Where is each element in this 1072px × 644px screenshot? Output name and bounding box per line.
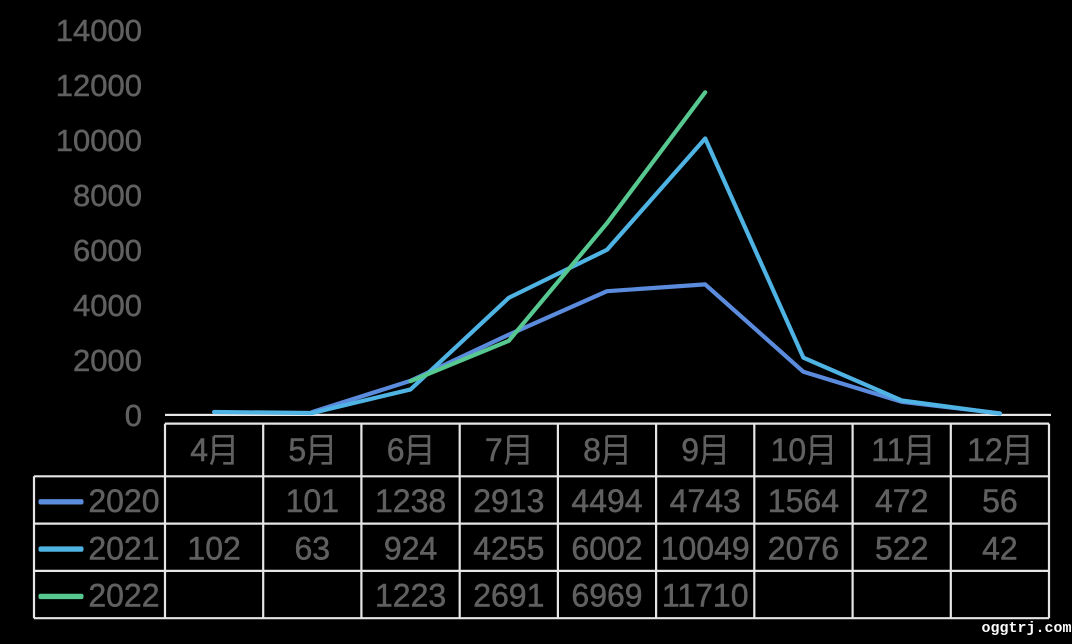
svg-text:10000: 10000 <box>56 123 142 158</box>
svg-text:102: 102 <box>187 530 240 566</box>
svg-text:924: 924 <box>384 530 437 566</box>
svg-text:2691: 2691 <box>473 578 544 614</box>
svg-text:2076: 2076 <box>768 530 839 566</box>
svg-text:10: 10 <box>771 432 807 468</box>
svg-text:oggtrj.com: oggtrj.com <box>981 620 1071 637</box>
svg-text:4000: 4000 <box>73 288 142 323</box>
svg-text:11: 11 <box>871 432 904 468</box>
svg-text:12: 12 <box>967 432 1003 468</box>
svg-text:6: 6 <box>387 432 405 468</box>
svg-text:522: 522 <box>875 530 928 566</box>
svg-text:4743: 4743 <box>670 483 741 519</box>
svg-text:10049: 10049 <box>661 530 750 566</box>
svg-text:6969: 6969 <box>571 578 642 614</box>
svg-text:6000: 6000 <box>73 233 142 268</box>
svg-text:1223: 1223 <box>375 578 446 614</box>
svg-text:8000: 8000 <box>73 178 142 213</box>
svg-text:101: 101 <box>286 483 339 519</box>
svg-text:2913: 2913 <box>473 483 544 519</box>
svg-text:4255: 4255 <box>473 530 544 566</box>
svg-text:2000: 2000 <box>73 343 142 378</box>
svg-text:6002: 6002 <box>571 530 642 566</box>
svg-text:1564: 1564 <box>768 483 839 519</box>
svg-text:4: 4 <box>190 432 208 468</box>
svg-text:2022: 2022 <box>88 578 159 614</box>
svg-text:4494: 4494 <box>571 483 642 519</box>
svg-text:63: 63 <box>295 530 331 566</box>
svg-text:8: 8 <box>583 432 601 468</box>
svg-text:2020: 2020 <box>88 483 159 519</box>
svg-text:1238: 1238 <box>375 483 446 519</box>
svg-text:14000: 14000 <box>56 13 142 48</box>
svg-text:472: 472 <box>875 483 928 519</box>
svg-text:0: 0 <box>125 398 142 433</box>
svg-text:12000: 12000 <box>56 68 142 103</box>
svg-text:7: 7 <box>485 432 503 468</box>
svg-text:9: 9 <box>681 432 699 468</box>
svg-text:11710: 11710 <box>662 578 749 614</box>
svg-text:56: 56 <box>982 483 1018 519</box>
svg-text:5: 5 <box>288 432 306 468</box>
svg-text:42: 42 <box>982 530 1018 566</box>
svg-text:2021: 2021 <box>88 530 159 566</box>
